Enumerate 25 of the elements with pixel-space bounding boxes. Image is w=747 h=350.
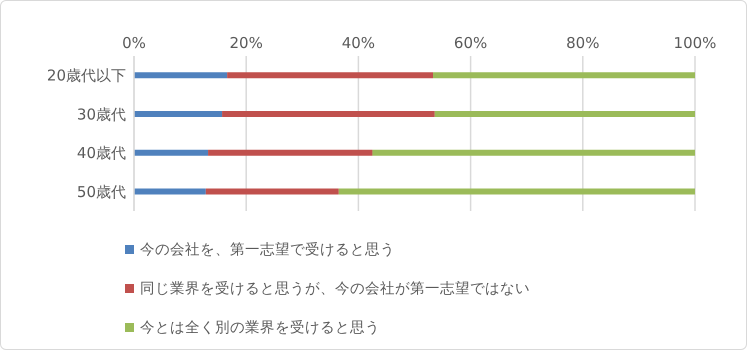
x-tick-label: 40% (342, 34, 376, 52)
bar (227, 72, 434, 78)
x-tick-label: 20% (230, 34, 263, 52)
x-tick-label: 80% (566, 34, 600, 52)
bar (434, 111, 695, 118)
bar (134, 150, 208, 156)
y-tick-label: 40歳代 (76, 144, 126, 162)
legend-label: 今とは全く別の業界を受けると思う (140, 319, 380, 337)
bar (134, 111, 222, 118)
bar (206, 188, 339, 195)
x-tick-label: 0% (122, 34, 146, 52)
x-tick-label: 100% (674, 34, 716, 52)
bar (433, 72, 695, 78)
y-tick-label: 50歳代 (76, 182, 126, 201)
bar (222, 111, 435, 118)
bar (134, 72, 228, 78)
x-tick-label: 60% (454, 34, 488, 52)
y-tick-label: 20歳代以下 (46, 66, 126, 85)
bar (208, 150, 372, 156)
bar (338, 188, 695, 195)
legend-label: 同じ業界を受けると思うが、今の会社が第一志望ではない (140, 280, 530, 298)
y-tick-label: 30歳代 (76, 105, 126, 124)
bar (134, 188, 206, 195)
legend-label: 今の会社を、第一志望で受けると思う (140, 241, 395, 259)
bar (372, 150, 695, 156)
